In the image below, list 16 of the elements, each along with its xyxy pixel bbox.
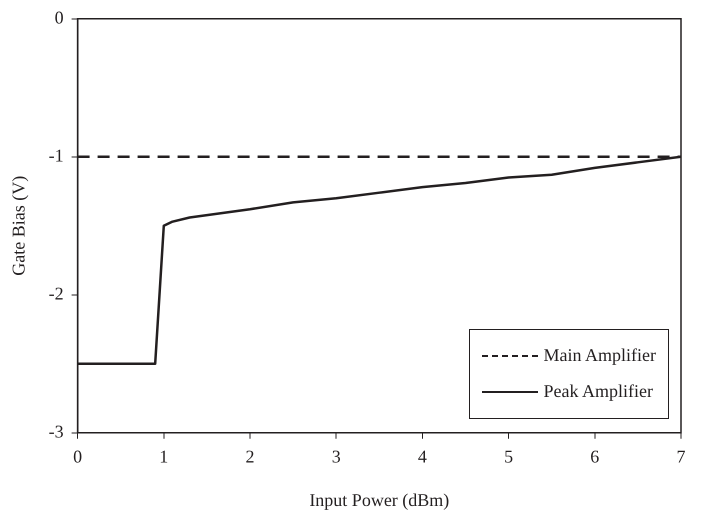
legend-label: Main Amplifier [544,345,656,366]
x-tick-label: 6 [590,446,600,466]
y-tick-label: -1 [48,146,64,166]
x-tick-label: 0 [73,446,82,466]
y-axis-title: Gate Bias (V) [8,176,29,276]
y-tick-label: -3 [48,422,64,442]
x-tick-label: 4 [418,446,427,466]
x-tick-label: 5 [504,446,514,466]
y-tick-label: -2 [48,284,64,304]
y-tick-label: 0 [54,8,64,28]
legend-label: Peak Amplifier [544,381,653,402]
x-tick-label: 7 [676,446,686,466]
x-tick-label: 1 [159,446,168,466]
x-axis-title: Input Power (dBm) [309,490,450,510]
x-tick-label: 3 [332,446,341,466]
x-tick-label: 2 [245,446,254,466]
